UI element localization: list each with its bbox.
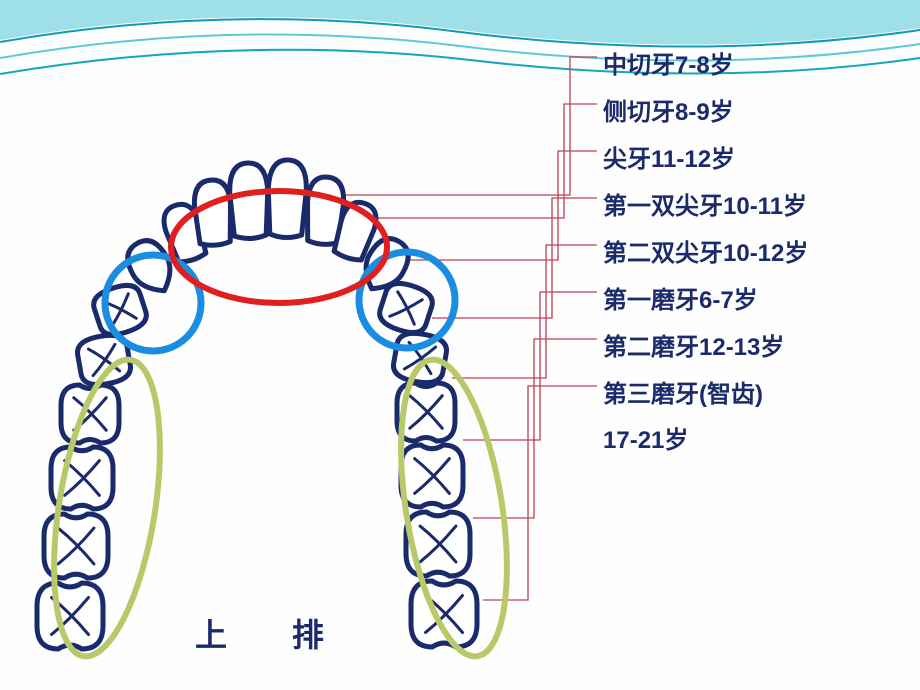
tooth-incisor bbox=[229, 162, 270, 239]
tooth-label-extra: 17-21岁 bbox=[603, 420, 688, 455]
leader-1 bbox=[348, 104, 597, 218]
tooth-molar bbox=[401, 445, 463, 507]
tooth-label-1: 侧切牙8-9岁 bbox=[603, 92, 734, 127]
leader-2 bbox=[398, 151, 597, 260]
arch-label: 上 排 bbox=[195, 610, 352, 656]
tooth-label-5: 第一磨牙6-7岁 bbox=[603, 280, 758, 315]
leader-0 bbox=[280, 57, 597, 195]
tooth-label-6: 第二磨牙12-13岁 bbox=[603, 327, 784, 362]
tooth-label-3: 第一双尖牙10-11岁 bbox=[603, 186, 807, 221]
tooth-label-7: 第三磨牙(智齿) bbox=[603, 374, 763, 409]
tooth-label-2: 尖牙11-12岁 bbox=[603, 139, 735, 174]
leader-5 bbox=[463, 292, 597, 440]
tooth-molar bbox=[411, 581, 477, 647]
tooth-molar bbox=[37, 583, 103, 649]
tooth-incisor bbox=[267, 159, 308, 238]
teeth-group bbox=[37, 159, 477, 649]
tooth-premolar bbox=[90, 281, 150, 340]
leader-4 bbox=[452, 245, 597, 378]
tooth-label-0: 中切牙7-8岁 bbox=[603, 45, 734, 80]
tooth-label-4: 第二双尖牙10-12岁 bbox=[603, 233, 808, 268]
leader-6 bbox=[473, 339, 597, 518]
